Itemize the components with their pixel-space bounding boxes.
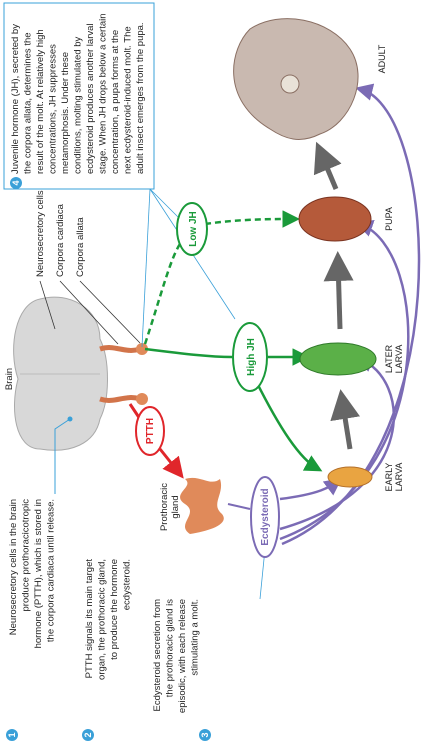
step-text: produce prothoracicotropic bbox=[21, 499, 32, 612]
low-jh-label: Low JH bbox=[188, 211, 199, 247]
step-text: organ, the prothoracic gland, bbox=[97, 559, 108, 680]
leader-line bbox=[79, 280, 141, 344]
step-text: conditions, molting stimulated by bbox=[73, 36, 84, 174]
step-number-badge bbox=[199, 729, 211, 741]
ecdysteroid-arrow bbox=[279, 355, 395, 531]
stage-label: ADULT bbox=[377, 44, 387, 73]
step-text: next ecdysteroid-induced molt. The bbox=[123, 26, 134, 174]
step-text: episodic, with each release bbox=[177, 599, 188, 713]
step-text: Juvenile hormone (JH), secreted by bbox=[10, 24, 21, 174]
moth-eyespot bbox=[280, 74, 300, 94]
step-text: PTTH signals its main target bbox=[84, 559, 95, 679]
ptth-arrow bbox=[158, 448, 184, 479]
step-number-badge bbox=[6, 729, 18, 741]
step-text: to produce the hormone bbox=[109, 559, 120, 660]
step-number-badge bbox=[82, 729, 94, 741]
leader-line bbox=[149, 188, 181, 220]
ecdysteroid-arrow bbox=[279, 478, 343, 501]
step-number: 2 bbox=[83, 732, 93, 737]
structure-label: Corpora cardiaca bbox=[55, 203, 66, 277]
jh-stem bbox=[144, 347, 233, 359]
high-jh-label: High JH bbox=[246, 338, 257, 376]
corpora-left bbox=[99, 395, 141, 403]
stage-label: EARLY bbox=[384, 463, 394, 492]
low-jh-arrow bbox=[204, 210, 300, 228]
leader-line bbox=[54, 418, 71, 494]
stage-arrow bbox=[313, 141, 342, 190]
stage-label: LATER bbox=[384, 344, 394, 373]
high-jh-ellipse bbox=[232, 322, 268, 392]
landscape-group: Brain PTTH Ecdysteroid High JH Low JH Ne… bbox=[3, 2, 421, 741]
step-text: the corpora cardiaca until release. bbox=[46, 499, 57, 642]
step-text: the corpora allata, determines the bbox=[23, 32, 34, 174]
stage-label: PUPA bbox=[384, 207, 394, 231]
ecdysteroid-ellipse bbox=[250, 476, 280, 558]
ecdysteroid-arrow bbox=[281, 83, 421, 546]
step-text: hormone (PTTH), which is stored in bbox=[33, 499, 44, 648]
leader-line bbox=[141, 188, 151, 348]
pupa bbox=[298, 196, 372, 242]
prothoracic-gland bbox=[180, 477, 224, 534]
stage-arrow bbox=[323, 251, 354, 330]
step-number: 3 bbox=[200, 732, 210, 737]
leader-line bbox=[59, 280, 119, 345]
step-text: concentration, a pupa forms at the bbox=[110, 30, 121, 174]
corpora-allata bbox=[136, 343, 148, 355]
step-text: the prothoracic gland is bbox=[165, 599, 176, 697]
step-text: adult insect emerges from the pupa. bbox=[135, 22, 146, 174]
gland-label: Prothoracic bbox=[159, 483, 170, 531]
brain-label: Brain bbox=[4, 368, 15, 390]
structure-label: Corpora allata bbox=[75, 217, 86, 277]
early-larva bbox=[327, 466, 373, 488]
low-jh-ellipse bbox=[176, 202, 208, 256]
step-text: concentrations, JH suppresses bbox=[48, 44, 59, 174]
ptth-label: PTTH bbox=[145, 418, 156, 444]
step-text: metamorphosis. Under these bbox=[60, 52, 71, 174]
low-jh-stem bbox=[143, 243, 182, 345]
leader-line bbox=[39, 280, 56, 330]
ptth-ellipse bbox=[135, 406, 165, 456]
step-text: Ecdysteroid secretion from bbox=[152, 599, 163, 712]
step-text: Neurosecretory cells in the brain bbox=[8, 499, 19, 635]
step-text: ecdysteroid. bbox=[122, 559, 133, 610]
high-jh-arrow bbox=[253, 378, 323, 472]
gland-label: gland bbox=[170, 495, 181, 518]
step-text: result of the molt. At relatively high bbox=[35, 29, 46, 174]
stage-label: LARVA bbox=[394, 463, 404, 492]
step-text: stimulating a molt. bbox=[190, 599, 201, 676]
step-4-box bbox=[3, 2, 155, 190]
leader-dot bbox=[67, 416, 73, 422]
structure-label: Neurosecretory cells bbox=[35, 190, 46, 277]
stage-arrow bbox=[330, 389, 360, 450]
step-number: 1 bbox=[7, 732, 17, 737]
step-number-badge bbox=[10, 177, 22, 189]
step-text: stage. When JH drops below a certain bbox=[98, 13, 109, 174]
later-larva bbox=[299, 342, 377, 376]
step-number: 4 bbox=[11, 180, 21, 185]
ecdysteroid-stem bbox=[227, 503, 251, 510]
corpora-right bbox=[99, 345, 141, 353]
step-text: ecdysteroid produces another larval bbox=[85, 23, 96, 174]
ecdysteroid-label: Ecdysteroid bbox=[260, 488, 271, 545]
corpora-allata bbox=[136, 393, 148, 405]
stage-label: LARVA bbox=[394, 345, 404, 374]
